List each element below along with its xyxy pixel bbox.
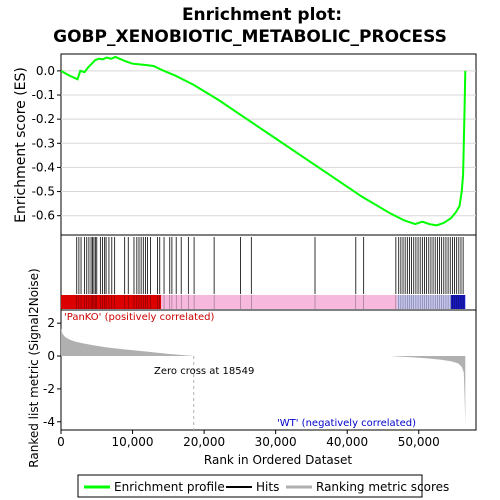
- legend-hits-label: Hits: [256, 480, 279, 494]
- legend-enrichment-label: Enrichment profile: [114, 480, 225, 494]
- es-y-tick-label: -0.4: [32, 160, 55, 174]
- rank-heat-bar: [61, 295, 466, 309]
- heat-bar-segment: [161, 295, 398, 309]
- legend: Enrichment profile Hits Ranking metric s…: [77, 474, 449, 498]
- x-tick-label: 10,000: [112, 435, 154, 449]
- x-tick-label: 20,000: [183, 435, 225, 449]
- es-panel-frame: [60, 53, 477, 236]
- metric-panel: 2 0 -2 -4 0 10,000 20,000 30,000 40,000 50,000 '…: [27, 268, 477, 468]
- legend-metric-label: Ranking metric scores: [316, 480, 449, 494]
- es-y-tick-label: -0.3: [32, 136, 55, 150]
- metric-y-ticks: 2 0 -2 -4: [43, 316, 61, 429]
- es-y-tick-label: -0.1: [32, 88, 55, 102]
- hit-lines: [76, 237, 464, 294]
- metric-panel-frame: [60, 309, 477, 431]
- metric-y-tick-label: -2: [43, 382, 55, 396]
- es-y-tick-label: -0.6: [32, 209, 55, 223]
- es-gridlines: [61, 70, 476, 217]
- x-tick-label: 50,000: [398, 435, 440, 449]
- heat-bar-segment: [61, 295, 162, 309]
- negative-correlation-label: 'WT' (negatively correlated): [277, 418, 416, 429]
- metric-y-axis-label: Ranked list metric (Signal2Noise): [27, 268, 41, 467]
- es-y-ticks: 0.0 -0.1 -0.2 -0.3 -0.4 -0.5 -0.6: [32, 64, 61, 223]
- enrichment-profile-line: [60, 55, 467, 227]
- x-tick-label: 30,000: [255, 435, 297, 449]
- es-panel: 0.0 -0.1 -0.2 -0.3 -0.4 -0.5 -0.6 Enrichment s…: [13, 53, 477, 236]
- hits-panel: [60, 234, 477, 311]
- metric-x-ticks: 0 10,000 20,000 30,000 40,000 50,000: [57, 430, 440, 449]
- positive-correlation-label: 'PanKO' (positively correlated): [64, 312, 215, 323]
- metric-y-tick-label: 2: [47, 316, 55, 330]
- x-tick-label: 0: [57, 435, 65, 449]
- chart-title-line2: GOBP_XENOBIOTIC_METABOLIC_PROCESS: [53, 27, 447, 47]
- es-y-tick-label: -0.2: [32, 112, 55, 126]
- x-tick-label: 40,000: [326, 435, 368, 449]
- metric-y-tick-label: 0: [47, 349, 55, 363]
- es-y-tick-label: -0.5: [32, 185, 55, 199]
- chart-title-line1: Enrichment plot:: [182, 5, 342, 25]
- x-axis-label: Rank in Ordered Dataset: [204, 453, 352, 467]
- es-y-axis-label: Enrichment score (ES): [13, 67, 29, 223]
- es-y-tick-label: 0.0: [36, 64, 55, 78]
- metric-y-tick-label: -4: [43, 415, 55, 429]
- zero-cross-label: Zero cross at 18549: [154, 366, 254, 377]
